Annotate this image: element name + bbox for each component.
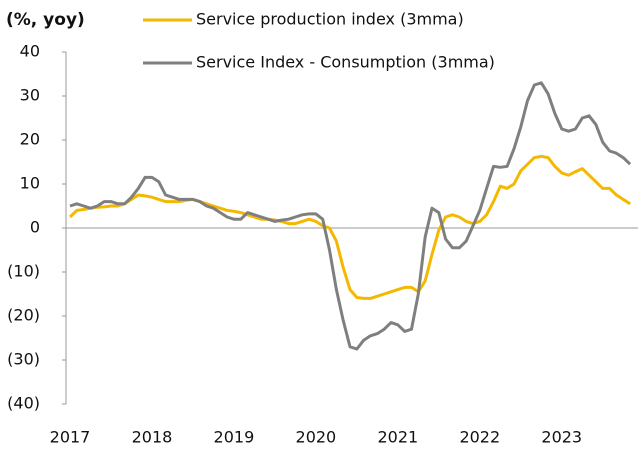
legend-label: Service Index - Consumption (3mma) [196,53,495,72]
y-tick-label: 20 [20,130,40,149]
y-tick-label: (30) [7,350,40,369]
y-tick-label: 10 [20,174,40,193]
y-axis-label: (%, yoy) [6,10,85,30]
y-tick-label: 30 [20,86,40,105]
y-tick-label: (10) [7,262,40,281]
x-tick-label: 2019 [214,428,255,447]
y-tick-label: (20) [7,306,40,325]
x-tick-label: 2020 [296,428,337,447]
series-line [68,154,631,300]
y-tick-label: (40) [7,394,40,413]
series-line [69,81,632,351]
x-tick-label: 2017 [50,428,91,447]
x-tick-label: 2018 [132,428,173,447]
y-tick-label: 40 [20,42,40,61]
x-tick-label: 2021 [377,428,418,447]
legend-label: Service production index (3mma) [196,10,464,29]
x-tick-label: 2023 [541,428,582,447]
y-tick-label: 0 [30,218,40,237]
x-tick-label: 2022 [459,428,500,447]
